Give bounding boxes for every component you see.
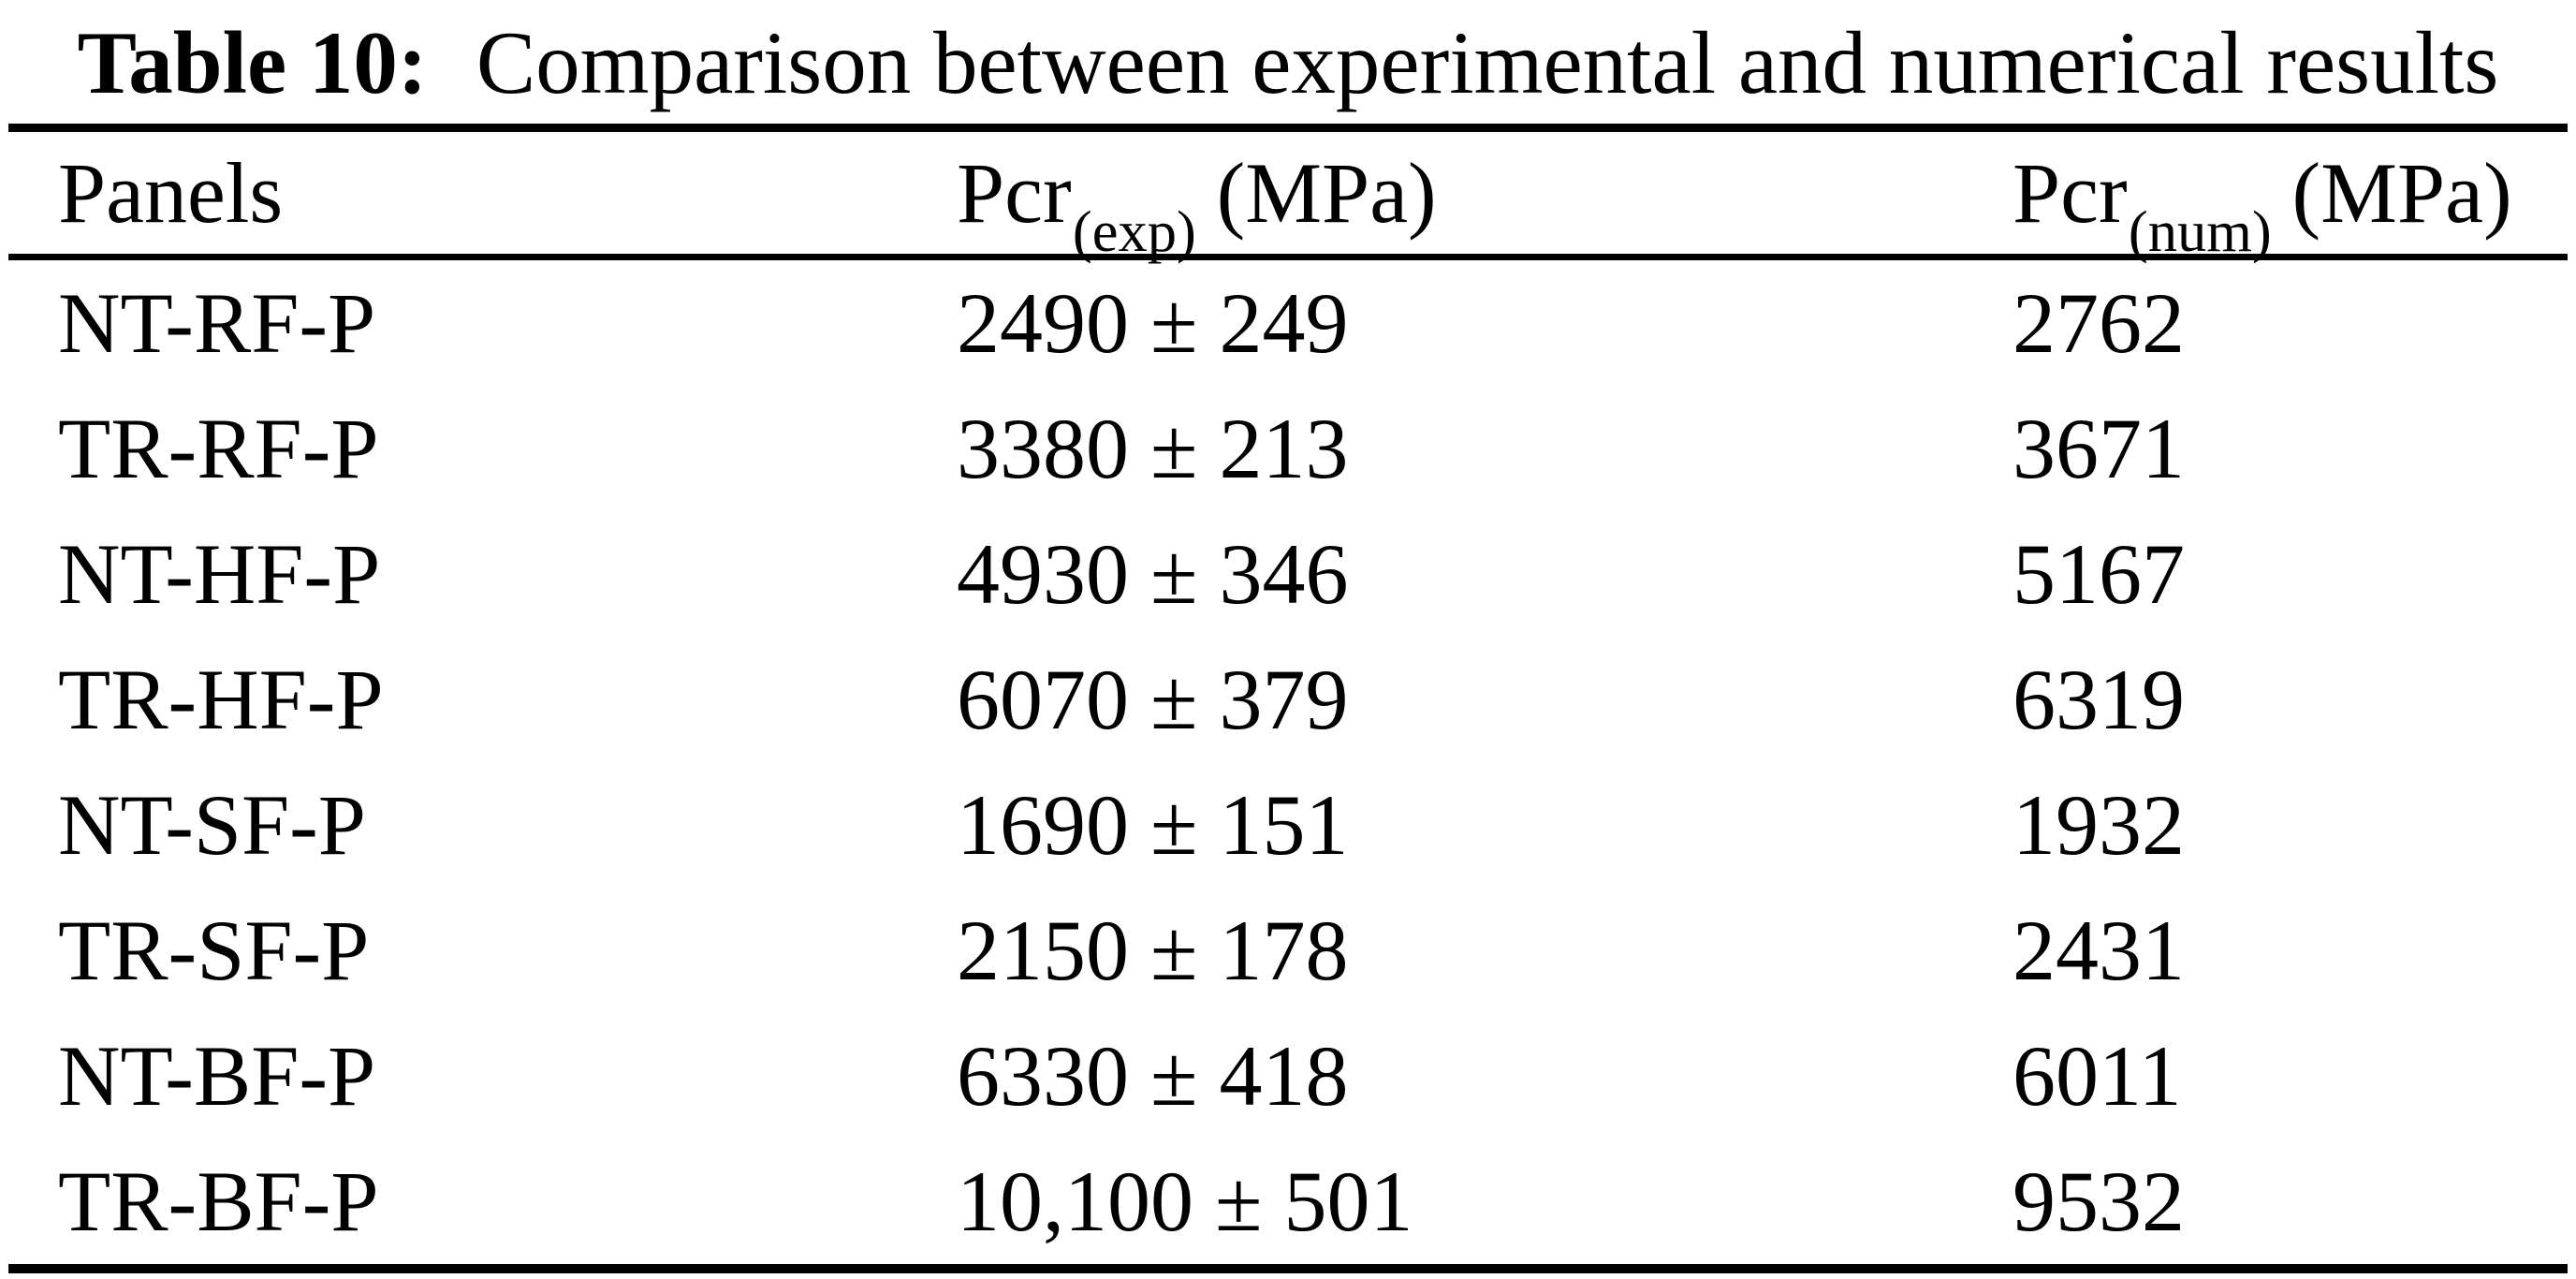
panel-id-cell: NT-SF-P: [58, 776, 366, 873]
pcr-num-cell: 6011: [2012, 1027, 2182, 1124]
table-header-row: Panels Pcr(exp) (MPa) Pcr(num) (MPa): [0, 132, 2576, 260]
table-bottom-rule: [8, 1263, 2568, 1273]
pcr-num-cell: 6319: [2012, 651, 2185, 747]
pcr-exp-cell: 6330 ± 418: [957, 1027, 1349, 1124]
table-row: NT-BF-P 6330 ± 418 6011: [0, 1013, 2576, 1139]
table-top-rule: [8, 123, 2568, 132]
pcr-num-cell: 2762: [2012, 274, 2185, 371]
table-row: NT-SF-P 1690 ± 151 1932: [0, 762, 2576, 888]
pcr-num-cell: 2431: [2012, 902, 2185, 998]
table-caption: Table 10: Comparison between experimental…: [0, 0, 2576, 118]
pcr-exp-cell: 4930 ± 346: [957, 525, 1349, 622]
table-row: NT-HF-P 4930 ± 346 5167: [0, 511, 2576, 637]
pcr-num-cell: 5167: [2012, 525, 2185, 622]
pcr-exp-cell: 2490 ± 249: [957, 274, 1349, 371]
header-pcr-exp: Pcr(exp) (MPa): [944, 143, 2011, 260]
header-panels: Panels: [58, 144, 284, 241]
pcr-num-cell: 3671: [2012, 400, 2185, 496]
panel-id-cell: TR-RF-P: [58, 400, 379, 496]
pcr-exp-cell: 6070 ± 379: [957, 651, 1349, 747]
panel-id-cell: TR-HF-P: [58, 651, 384, 747]
header-pcr-exp-unit: (MPa): [1194, 144, 1437, 241]
table-caption-text: Comparison between experimental and nume…: [476, 13, 2499, 112]
pcr-exp-cell: 2150 ± 178: [957, 902, 1349, 998]
pcr-exp-cell: 1690 ± 151: [957, 776, 1349, 873]
table-row: TR-BF-P 10,100 ± 501 9532: [0, 1139, 2576, 1264]
table-row: NT-RF-P 2490 ± 249 2762: [0, 260, 2576, 386]
pcr-exp-cell: 10,100 ± 501: [957, 1153, 1413, 1249]
header-pcr-num: Pcr(num) (MPa): [2011, 143, 2576, 260]
table-header-rule: [8, 253, 2568, 260]
table-row: TR-RF-P 3380 ± 213 3671: [0, 386, 2576, 511]
header-pcr-num-subscript: (num): [2128, 198, 2272, 264]
pcr-num-cell: 9532: [2012, 1153, 2185, 1249]
panel-id-cell: TR-SF-P: [58, 902, 370, 998]
table-row: TR-HF-P 6070 ± 379 6319: [0, 637, 2576, 762]
pcr-num-cell: 1932: [2012, 776, 2185, 873]
header-pcr-exp-base: Pcr: [957, 144, 1072, 241]
panel-id-cell: NT-HF-P: [58, 525, 381, 622]
panel-id-cell: NT-RF-P: [58, 274, 376, 371]
header-pcr-num-base: Pcr: [2012, 144, 2128, 241]
pcr-exp-cell: 3380 ± 213: [957, 400, 1349, 496]
panel-id-cell: NT-BF-P: [58, 1027, 376, 1124]
header-pcr-exp-subscript: (exp): [1072, 198, 1196, 264]
table-caption-label: Table 10:: [77, 13, 428, 112]
panel-id-cell: TR-BF-P: [58, 1153, 379, 1249]
table-row: TR-SF-P 2150 ± 178 2431: [0, 888, 2576, 1013]
header-pcr-num-unit: (MPa): [2270, 144, 2512, 241]
